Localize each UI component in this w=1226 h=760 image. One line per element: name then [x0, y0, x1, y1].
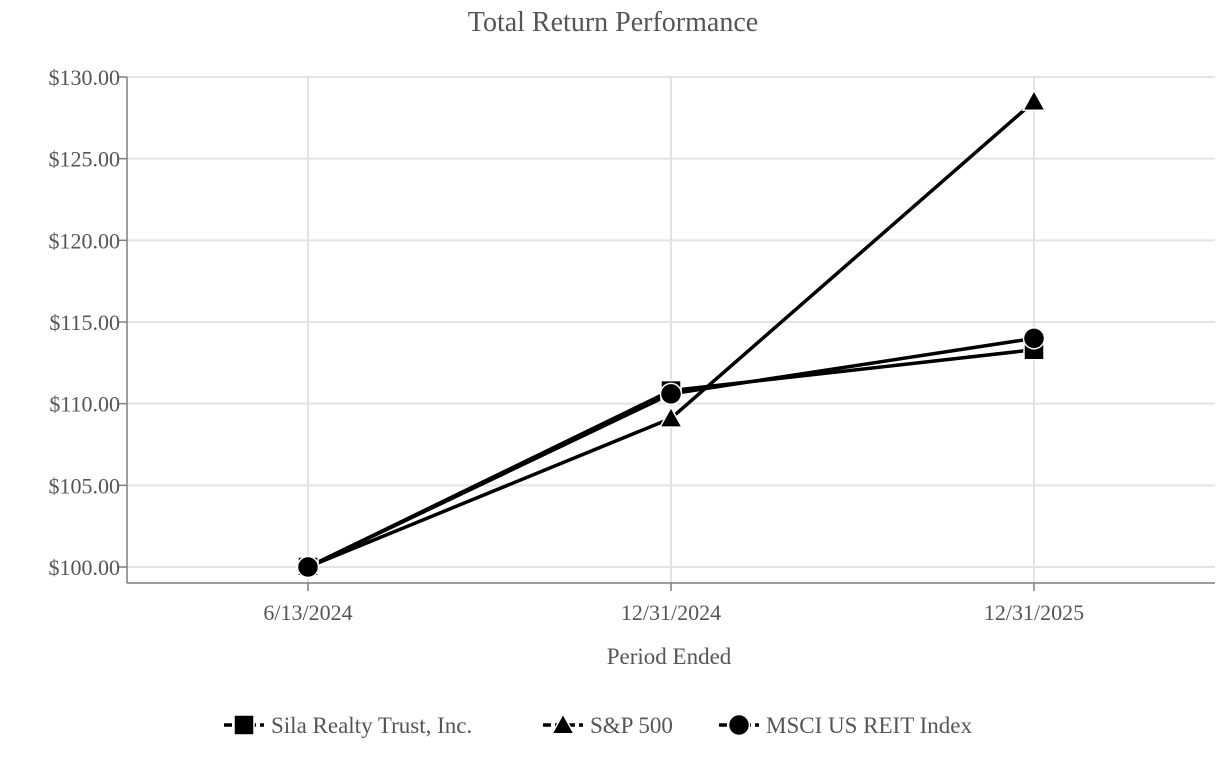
x-tick-label: 12/31/2024 [621, 600, 721, 625]
chart-title: Total Return Performance [468, 7, 758, 38]
legend: Sila Realty Trust, Inc. S&P 500 MSCI US RE… [224, 712, 972, 738]
legend-circle-marker [727, 713, 751, 737]
legend-label: Sila Realty Trust, Inc. [271, 713, 472, 738]
legend-square-marker [233, 714, 255, 736]
y-tick-label: $125.00 [49, 147, 121, 172]
circle-data-point [659, 382, 683, 406]
legend-item: S&P 500 [543, 712, 673, 738]
y-tick-label: $120.00 [49, 228, 121, 253]
y-tick-label: $130.00 [49, 65, 121, 90]
y-axis-ticks: $100.00 $105.00 $110.00 $115.00 $120.00 $125.… [49, 65, 127, 580]
series-group [295, 88, 1047, 579]
x-tick-label: 12/31/2025 [984, 600, 1084, 625]
grid-lines [127, 76, 1215, 583]
y-tick-label: $115.00 [49, 310, 120, 335]
triangle-data-point [658, 405, 684, 428]
legend-label: MSCI US REIT Index [766, 713, 972, 738]
y-tick-label: $105.00 [49, 473, 121, 498]
y-tick-label: $100.00 [49, 555, 121, 580]
x-tick-label: 6/13/2024 [263, 600, 352, 625]
legend-item: Sila Realty Trust, Inc. [224, 713, 472, 738]
x-axis-label: Period Ended [607, 644, 732, 669]
y-tick-label: $110.00 [49, 392, 120, 417]
circle-data-point [1022, 327, 1046, 350]
triangle-data-point [1021, 88, 1047, 112]
legend-item: MSCI US REIT Index [719, 713, 972, 738]
x-axis-ticks: 6/13/2024 12/31/2024 12/31/2025 [263, 583, 1084, 625]
legend-triangle-marker [550, 712, 576, 735]
circle-data-point [296, 555, 320, 579]
legend-label: S&P 500 [590, 713, 673, 738]
